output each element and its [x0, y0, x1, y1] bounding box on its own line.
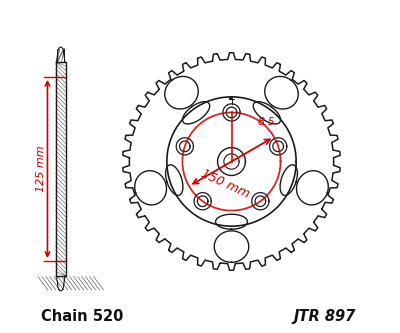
- Text: Chain 520: Chain 520: [41, 309, 123, 324]
- Text: 8.5: 8.5: [258, 118, 276, 128]
- Text: JTR 897: JTR 897: [294, 309, 356, 324]
- Text: 125 mm: 125 mm: [36, 146, 46, 192]
- Text: 150 mm: 150 mm: [198, 166, 251, 200]
